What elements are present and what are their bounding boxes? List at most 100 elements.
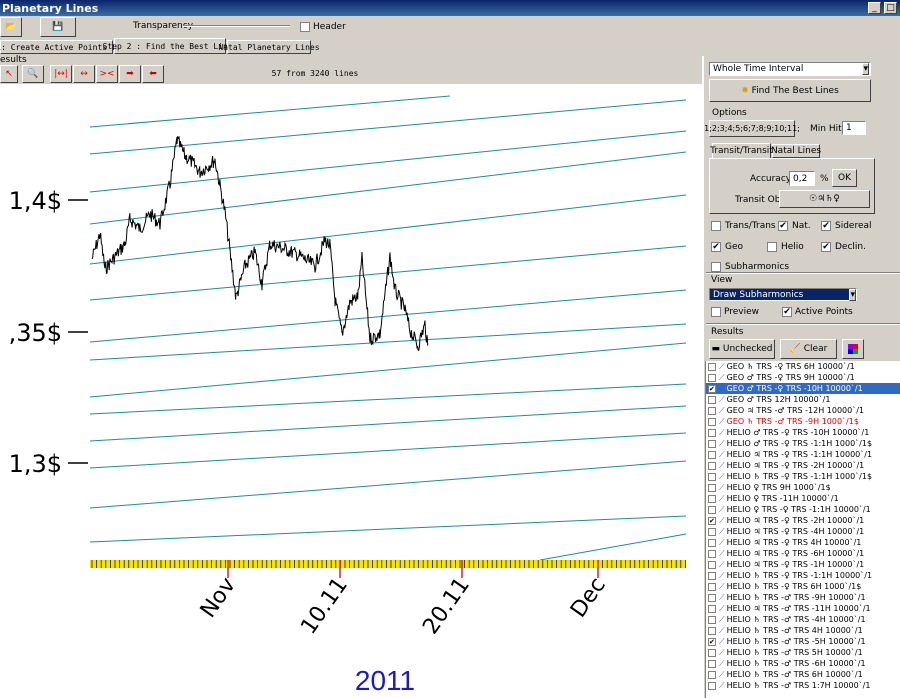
result-item[interactable]: ⟋ HELIO ♄ TRS -♀ TRS -1:1H 10000`/1	[706, 570, 900, 581]
transparency-slider[interactable]	[183, 25, 290, 27]
maximize-button[interactable]: □	[884, 2, 897, 14]
result-checkbox[interactable]	[708, 681, 716, 690]
tool-1[interactable]: |↔|	[50, 65, 72, 83]
result-checkbox[interactable]	[708, 538, 716, 547]
result-checkbox[interactable]	[708, 626, 716, 635]
tool-4[interactable]: ➡	[119, 65, 141, 83]
result-checkbox[interactable]	[708, 593, 716, 602]
save-button[interactable]: 💾	[40, 17, 76, 37]
result-item[interactable]: ✔ ⟋ HELIO ♄ TRS -♂ TRS -5H 10000`/1	[706, 636, 900, 647]
result-checkbox[interactable]	[708, 494, 716, 503]
result-item[interactable]: ⟋ HELIO ♀ TRS -11H 10000`/1	[706, 493, 900, 504]
result-checkbox[interactable]	[708, 395, 716, 404]
preview-checkbox[interactable]	[711, 307, 721, 317]
result-checkbox[interactable]	[708, 406, 716, 415]
result-item[interactable]: ⟋ HELIO ♄ TRS -♂ TRS 4H 10000`/1	[706, 625, 900, 636]
clear-button[interactable]: 🧹 Clear	[780, 339, 837, 359]
result-checkbox[interactable]	[708, 648, 716, 657]
result-item[interactable]: ⟋ HELIO ♄ TRS -♂ TRS 5H 10000`/1	[706, 647, 900, 658]
result-checkbox[interactable]	[708, 560, 716, 569]
result-checkbox[interactable]	[708, 439, 716, 448]
result-item[interactable]: ✔ ⟋ HELIO ♃ TRS -♀ TRS -2H 10000`/1	[706, 515, 900, 526]
result-checkbox[interactable]	[708, 373, 716, 382]
result-item[interactable]: ⟋ HELIO ♃ TRS -♀ TRS -4H 10000`/1	[706, 526, 900, 537]
result-checkbox[interactable]	[708, 362, 716, 371]
result-item[interactable]: ⟋ HELIO ♄ TRS -♀ TRS -1:1H 1000`/1$	[706, 471, 900, 482]
result-item[interactable]: ⟋ HELIO ♀ TRS 9H 1000`/1$	[706, 482, 900, 493]
result-checkbox[interactable]	[708, 505, 716, 514]
result-checkbox[interactable]	[708, 571, 716, 580]
tab[interactable]: Natal Planetary Lines	[218, 40, 320, 54]
interval-select[interactable]: Whole Time Interval ▾	[709, 62, 871, 76]
result-checkbox[interactable]	[708, 604, 716, 613]
min-hits-input[interactable]: 1	[842, 121, 866, 135]
result-checkbox[interactable]: ✔	[708, 516, 716, 525]
view-select[interactable]: Draw Subharmonics ▾	[709, 288, 857, 301]
result-checkbox[interactable]	[708, 461, 716, 470]
checkbox[interactable]	[711, 262, 721, 272]
result-item[interactable]: ⟋ GEO ♄ TRS -♂ TRS -9H 1000`/1$	[706, 416, 900, 427]
result-checkbox[interactable]	[708, 615, 716, 624]
accuracy-input[interactable]: 0,2	[789, 171, 815, 186]
tab[interactable]: ep 1: Create Active Points List	[0, 40, 131, 54]
result-checkbox[interactable]	[708, 450, 716, 459]
header-checkbox[interactable]	[300, 22, 310, 32]
dropdown-arrow[interactable]: ▾	[849, 288, 856, 301]
result-item[interactable]: ✔ ⟋ GEO ♂ TRS -♀ TRS -10H 10000`/1	[706, 383, 900, 394]
result-item[interactable]: ⟋ HELIO ♄ TRS -♂ TRS 6H 10000`/1	[706, 669, 900, 680]
checkbox[interactable]: ✔	[778, 221, 788, 231]
result-item[interactable]: ⟋ HELIO ♃ TRS -♀ TRS 4H 10000`/1	[706, 537, 900, 548]
find-button[interactable]: ✸ Find The Best Lines	[709, 79, 871, 102]
result-checkbox[interactable]	[708, 417, 716, 426]
result-checkbox[interactable]	[708, 670, 716, 679]
result-item[interactable]: ⟋ HELIO ♄ TRS -♂ TRS 1:7H 10000`/1	[706, 680, 900, 691]
active-points-checkbox[interactable]: ✔	[782, 307, 792, 317]
result-checkbox[interactable]	[708, 483, 716, 492]
checkbox[interactable]: ✔	[821, 221, 831, 231]
result-item[interactable]: ⟋ GEO ♄ TRS -♀ TRS 6H 10000`/1	[706, 361, 900, 372]
transit-obj-button[interactable]: ☉♃♄♀	[779, 190, 870, 208]
result-item[interactable]: ⟋ HELIO ♄ TRS -♂ TRS -6H 10000`/1	[706, 658, 900, 669]
open-button[interactable]: 📂	[0, 17, 22, 37]
result-item[interactable]: ⟋ HELIO ♃ TRS -♀ TRS -1:1H 10000`/1	[706, 449, 900, 460]
pointer-tool[interactable]: ↖	[0, 65, 18, 83]
unchecked-button[interactable]: ▬ Unchecked	[709, 339, 775, 359]
checkbox[interactable]: ✔	[711, 242, 721, 252]
checkbox[interactable]	[767, 242, 777, 252]
result-checkbox[interactable]	[708, 659, 716, 668]
result-checkbox[interactable]	[708, 472, 716, 481]
tab-transit[interactable]: Transit/Transit	[710, 143, 773, 158]
checkbox[interactable]	[711, 221, 721, 231]
tool-2[interactable]: ↔	[73, 65, 95, 83]
result-item[interactable]: ⟋ GEO ♂ TRS 12H 10000`/1	[706, 394, 900, 405]
color-button[interactable]	[842, 339, 864, 359]
result-checkbox[interactable]: ✔	[708, 637, 716, 646]
result-item[interactable]: ⟋ HELIO ♃ TRS -♀ TRS -1H 10000`/1	[706, 559, 900, 570]
result-item[interactable]: ⟋ HELIO ♂ TRS -♀ TRS -1:1H 1000`/1$	[706, 438, 900, 449]
result-item[interactable]: ⟋ GEO ♃ TRS -♂ TRS -12H 10000`/1	[706, 405, 900, 416]
result-item[interactable]: ⟋ HELIO ♀ TRS -♀ TRS -1:1H 10000`/1	[706, 504, 900, 515]
tool-5[interactable]: ⬅	[142, 65, 164, 83]
dropdown-arrow[interactable]: ▾	[862, 63, 869, 75]
result-checkbox[interactable]	[708, 527, 716, 536]
result-checkbox[interactable]	[708, 582, 716, 591]
result-item[interactable]: ⟋ HELIO ♄ TRS -♂ TRS -9H 10000`/1	[706, 592, 900, 603]
result-item[interactable]: ⟋ HELIO ♃ TRS -♀ TRS -6H 10000`/1	[706, 548, 900, 559]
tab-natal[interactable]: Natal Lines	[770, 144, 822, 158]
result-item[interactable]: ⟋ HELIO ♄ TRS -♂ TRS -4H 10000`/1	[706, 614, 900, 625]
zoom-tool[interactable]: 🔍	[22, 65, 44, 83]
tool-3[interactable]: ><	[96, 65, 118, 83]
result-item[interactable]: ⟋ GEO ♂ TRS -♀ TRS 9H 10000`/1	[706, 372, 900, 383]
result-item[interactable]: ⟋ HELIO ♃ TRS -♀ TRS -2H 10000`/1	[706, 460, 900, 471]
result-item[interactable]: ⟋ HELIO ♃ TRS -♂ TRS -11H 10000`/1	[706, 603, 900, 614]
ok-button[interactable]: OK	[832, 169, 857, 187]
result-checkbox[interactable]	[708, 428, 716, 437]
result-item[interactable]: ⟋ HELIO ♄ TRS -♀ TRS 6H 1000`/1$	[706, 581, 900, 592]
result-checkbox[interactable]	[708, 549, 716, 558]
tab[interactable]: Step 2 : Find the Best Lines	[103, 38, 237, 54]
checkbox[interactable]: ✔	[821, 242, 831, 252]
minimize-button[interactable]: _	[868, 2, 881, 14]
result-checkbox[interactable]: ✔	[708, 384, 716, 393]
hits-field[interactable]: 1;2;3;4;5;6;7;8;9;10;11;	[704, 120, 800, 137]
result-item[interactable]: ⟋ HELIO ♂ TRS -♀ TRS -10H 10000`/1	[706, 427, 900, 438]
